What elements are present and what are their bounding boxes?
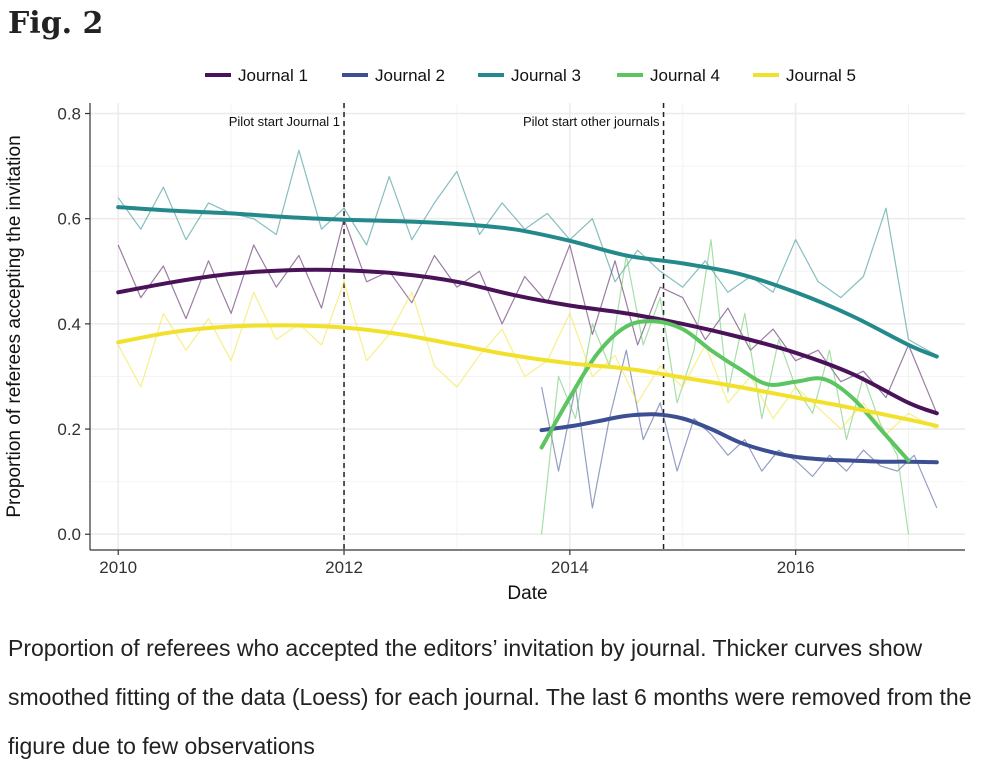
raw-line-journal-2	[541, 349, 938, 509]
raw-line-journal-1	[117, 218, 938, 414]
line-chart: Journal 1 Journal 2 Journal 3 Journal 4 Jour…	[4, 66, 965, 604]
legend-label: Journal 3	[511, 66, 581, 85]
pilot-start-label: Pilot start other journals	[523, 114, 660, 129]
smoothed-series	[116, 205, 939, 465]
legend-label: Journal 4	[650, 66, 720, 85]
figure-caption: Proportion of referees who accepted the …	[8, 635, 972, 759]
legend-label: Journal 1	[238, 66, 308, 85]
raw-line-journal-4	[541, 239, 910, 535]
pilot-start-label: Pilot start Journal 1	[229, 114, 340, 129]
pilot-lines: Pilot start Journal 1 Pilot start other j…	[229, 103, 665, 550]
smooth-curve-journal-2	[539, 412, 939, 465]
smooth-curve-journal-1	[116, 267, 939, 416]
y-tick-label: 0.0	[57, 525, 81, 544]
raw-line-journal-5	[117, 281, 938, 435]
y-tick-label: 0.4	[57, 315, 81, 334]
y-tick-label: 0.2	[57, 420, 81, 439]
x-tick-label: 2014	[551, 558, 589, 577]
x-tick-label: 2016	[777, 558, 815, 577]
legend-label: Journal 5	[786, 66, 856, 85]
x-axis-title: Date	[507, 583, 547, 604]
figure-label: Fig. 2	[8, 6, 104, 41]
smooth-curve-journal-3	[116, 205, 939, 359]
smooth-curve-journal-4	[539, 319, 911, 463]
smooth-curve-journal-5	[116, 323, 939, 428]
y-tick-label: 0.6	[57, 210, 81, 229]
x-tick-label: 2012	[325, 558, 363, 577]
legend: Journal 1 Journal 2 Journal 3 Journal 4 Jour…	[205, 66, 856, 85]
y-tick-label: 0.8	[57, 105, 81, 124]
y-axis-title: Proportion of referees accepting the inv…	[4, 135, 25, 517]
legend-label: Journal 2	[375, 66, 445, 85]
axes: 0.0 0.2 0.4 0.6 0.8 2010 2012 2014 2016	[57, 103, 965, 577]
x-tick-label: 2010	[99, 558, 137, 577]
